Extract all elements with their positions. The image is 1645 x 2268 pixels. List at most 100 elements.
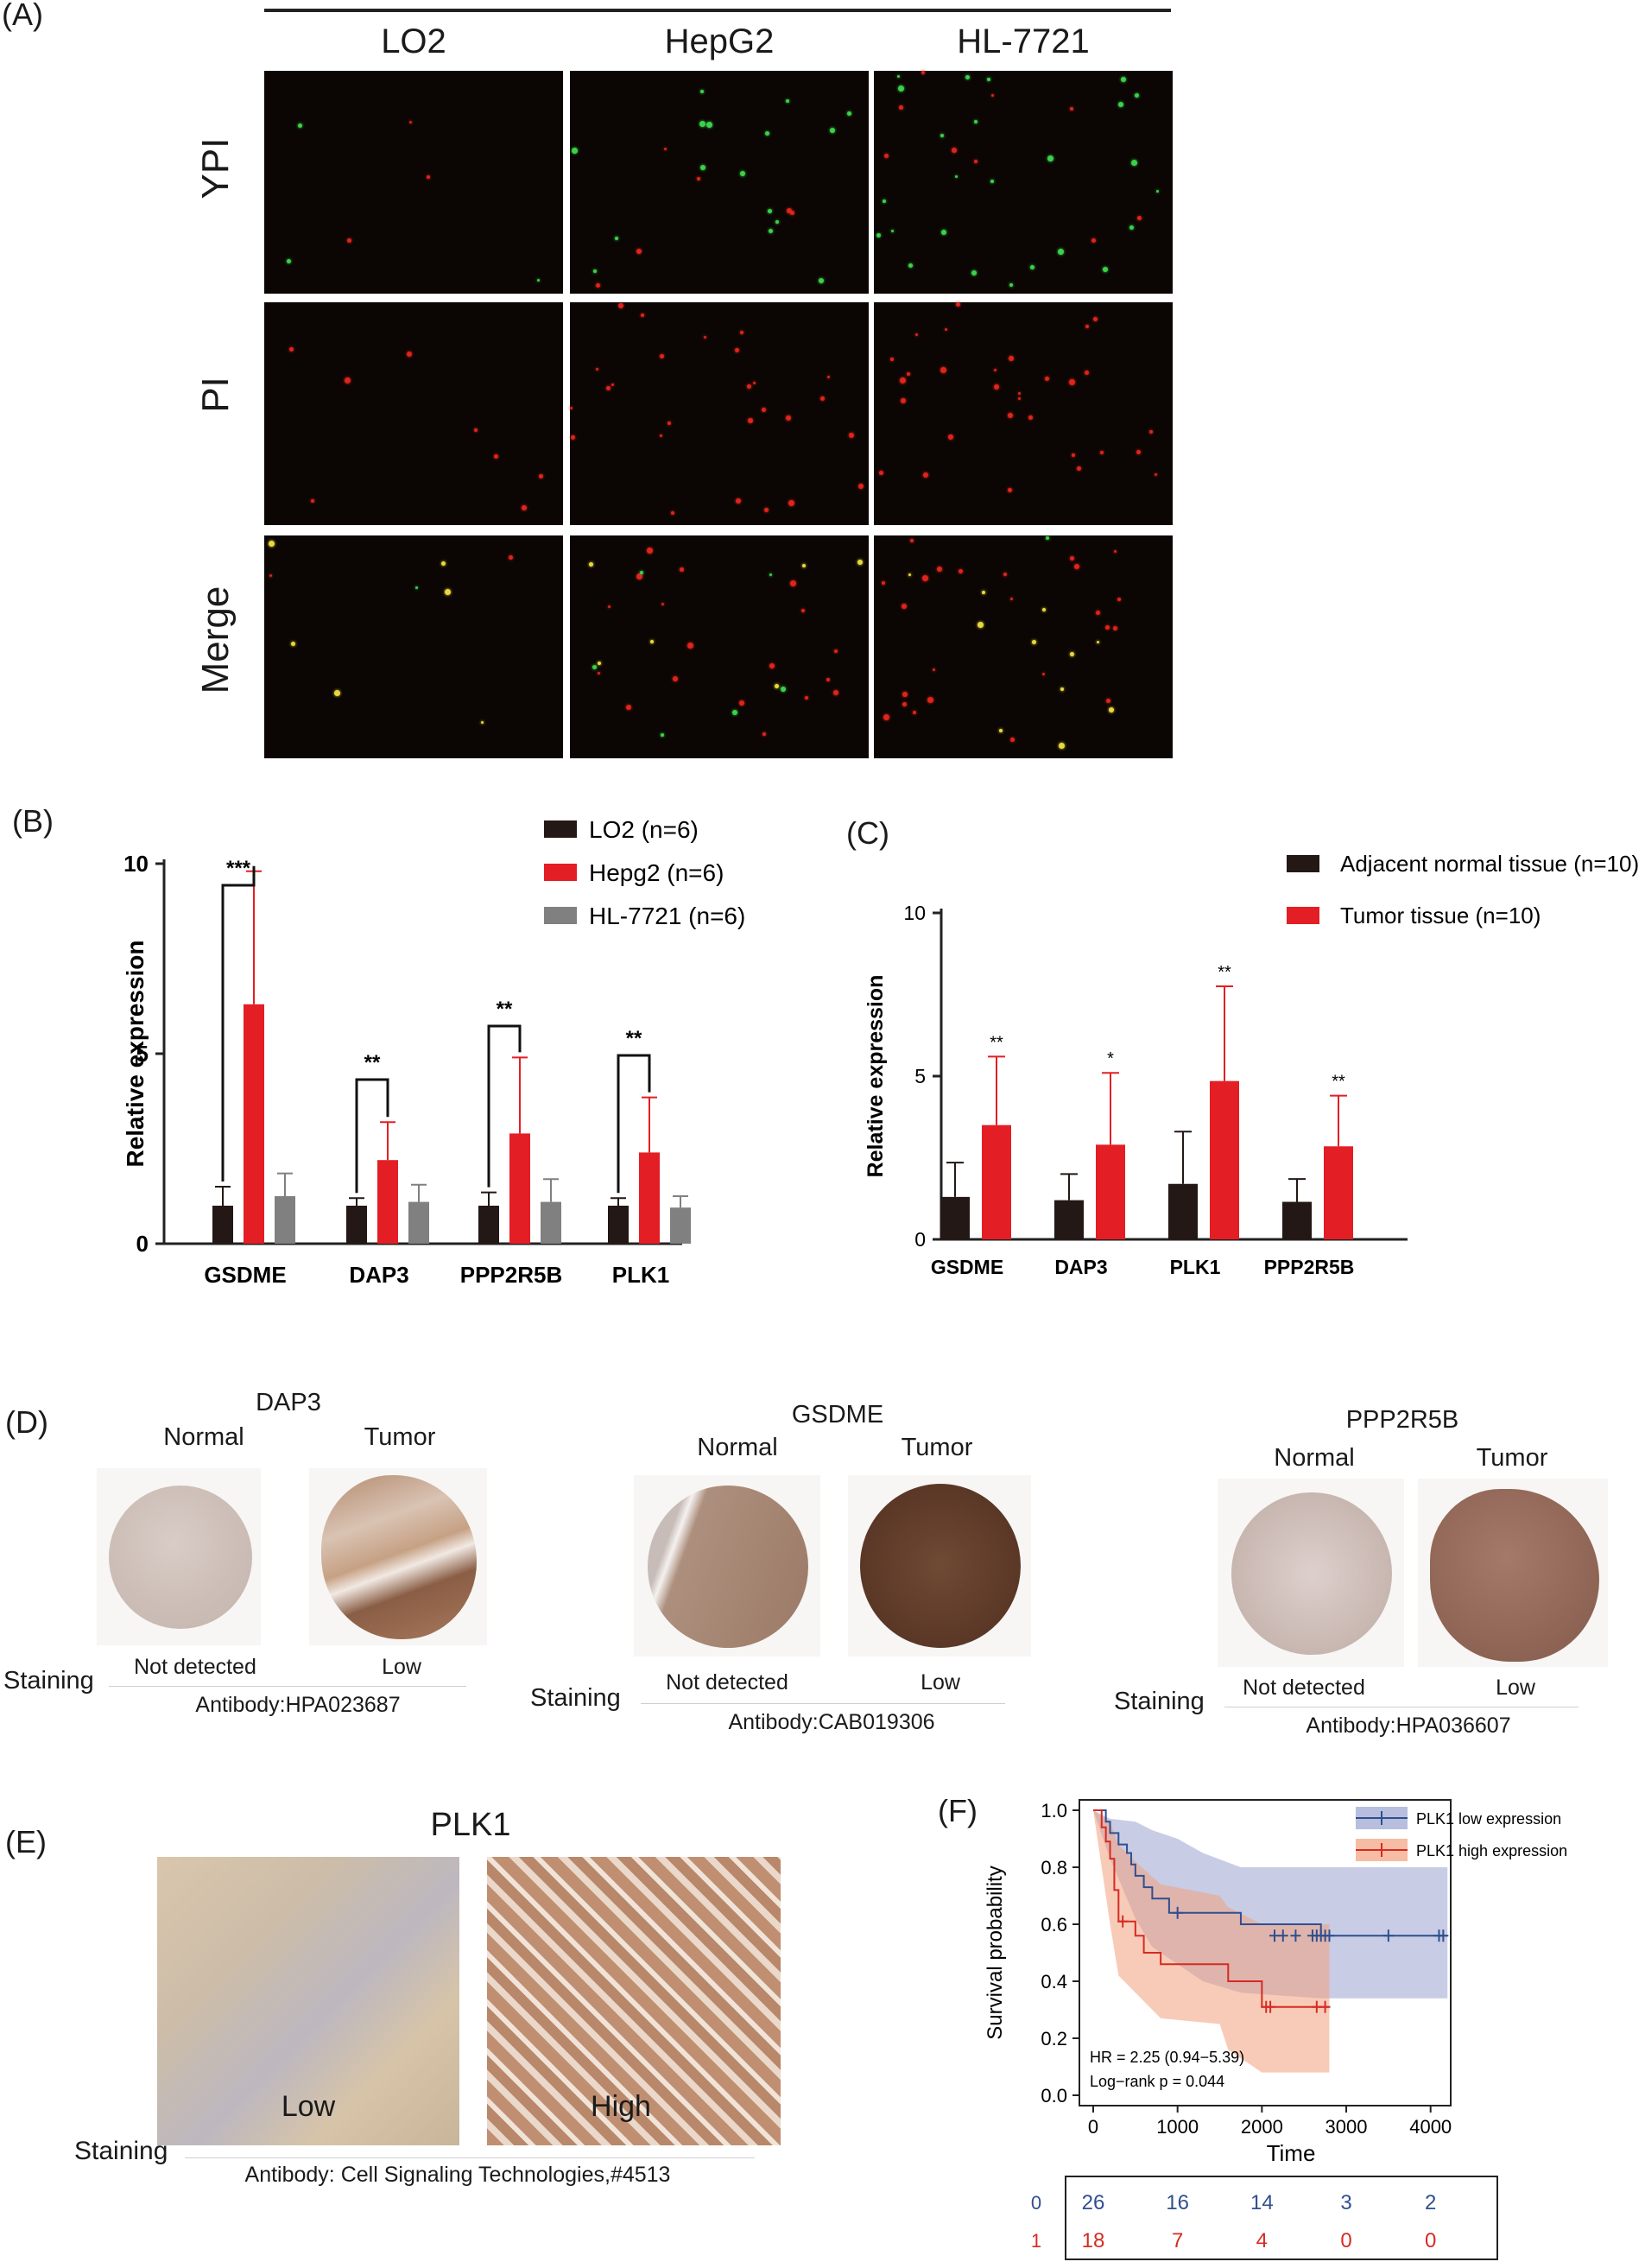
cell-dot <box>982 591 985 594</box>
significance-label: ** <box>497 998 513 1021</box>
ihc-level-ppp2r5b-normal: Not detected <box>1243 1676 1365 1700</box>
cell-dot <box>945 328 947 331</box>
cell-dot <box>941 230 946 235</box>
cell-dot <box>592 665 597 669</box>
cell-dot <box>1131 160 1137 166</box>
cell-dot <box>347 238 351 243</box>
cell-dot <box>901 398 906 403</box>
panel-e-title: PLK1 <box>430 1807 511 1843</box>
panel-label-b: (B) <box>12 803 54 839</box>
bar-gsdme-0 <box>940 1196 970 1239</box>
cell-dot <box>1046 536 1049 540</box>
ihc-tile-dap3-tumor <box>309 1468 487 1645</box>
significance-label: * <box>1107 1049 1114 1068</box>
cell-dot <box>999 729 1003 732</box>
panel-a-top-rule <box>264 9 1171 12</box>
bar-plk1-2 <box>670 1207 691 1244</box>
cell-dot <box>1096 611 1100 615</box>
x-axis-label: Time <box>1267 2140 1316 2166</box>
x-tick-label: 4000 <box>1409 2116 1452 2138</box>
cell-dot <box>1059 743 1065 749</box>
cell-dot <box>291 642 295 646</box>
cell-dot <box>827 376 830 378</box>
cell-dot <box>700 165 705 170</box>
cell-dot <box>1009 283 1013 287</box>
fluorescence-panel <box>264 71 563 294</box>
cell-dot <box>641 314 644 317</box>
plot-frame <box>1079 1799 1452 2106</box>
bar-ppp2r5b-1 <box>509 1133 530 1244</box>
cell-dot <box>334 690 340 696</box>
ihc-normal-label-gsdme: Normal <box>697 1434 778 1461</box>
ihc-tile-dap3-normal <box>97 1468 261 1645</box>
cell-dot <box>650 640 654 643</box>
cell-dot <box>593 269 597 273</box>
bar-ppp2r5b-2 <box>541 1201 561 1244</box>
cell-dot <box>606 386 611 390</box>
legend-label: Adjacent normal tissue (n=10) <box>1340 851 1639 877</box>
cell-dot <box>1155 473 1157 476</box>
ihc-normal-label-ppp2r5b: Normal <box>1274 1444 1355 1472</box>
cell-dot <box>618 303 623 308</box>
x-tick-label: GSDME <box>204 1262 286 1288</box>
cell-dot <box>898 86 904 92</box>
tissue-core <box>1430 1489 1599 1662</box>
cell-dot <box>1137 216 1142 220</box>
x-tick-label: PPP2R5B <box>460 1262 563 1288</box>
ihc-antibody-ppp2r5b: Antibody:HPA036607 <box>1306 1714 1511 1738</box>
risk-count: 3 <box>1340 2191 1351 2214</box>
cell-dot <box>739 700 744 706</box>
cell-dot <box>826 678 830 681</box>
legend-swatch <box>544 907 577 924</box>
panel-label-a: (A) <box>2 0 43 32</box>
ihc-tumor-label-ppp2r5b: Tumor <box>1476 1444 1548 1472</box>
cell-dot <box>974 120 978 124</box>
y-tick-label: 10 <box>123 851 149 877</box>
cell-dot <box>664 148 667 150</box>
logrank-annotation: Log−rank p = 0.044 <box>1090 2073 1224 2090</box>
cell-dot <box>598 672 600 675</box>
significance-label: *** <box>226 857 251 880</box>
bar-ppp2r5b-0 <box>1282 1201 1312 1239</box>
fluorescence-panel <box>264 302 563 525</box>
plk1-rule <box>185 2157 755 2158</box>
cell-dot <box>802 564 806 567</box>
ihc-tile-gsdme-tumor <box>848 1475 1031 1657</box>
cell-dot <box>965 75 970 79</box>
x-tick-label: GSDME <box>931 1256 1003 1278</box>
bar-plk1-1 <box>639 1152 660 1244</box>
cell-dot <box>706 122 712 128</box>
ihc-level-dap3-tumor: Low <box>382 1655 421 1679</box>
y-axis-label: Survival probability <box>984 1866 1007 2039</box>
ihc-normal-label-dap3: Normal <box>163 1423 244 1451</box>
survival-line-1 <box>1093 1809 1330 2008</box>
x-tick-label: PLK1 <box>612 1262 669 1288</box>
fluorescence-panel <box>570 302 869 525</box>
cell-dot <box>948 434 953 440</box>
significance-label: ** <box>1332 1073 1345 1092</box>
cell-dot <box>902 692 908 697</box>
legend-swatch <box>544 864 577 881</box>
cell-dot <box>1042 673 1045 675</box>
fluorescence-panel <box>570 71 869 294</box>
y-tick-label: 5 <box>136 1041 149 1067</box>
cell-dot <box>940 134 944 137</box>
cell-dot <box>1109 707 1114 713</box>
fluorescence-panel <box>874 302 1173 525</box>
cell-dot <box>764 508 769 512</box>
cell-dot <box>1009 356 1014 361</box>
cell-dot <box>1045 377 1049 381</box>
cell-dot <box>786 415 791 421</box>
cell-dot <box>661 733 664 737</box>
cell-dot <box>790 211 794 215</box>
cell-dot <box>596 368 598 371</box>
cell-dot <box>805 696 808 700</box>
cell-dot <box>409 121 412 124</box>
cell-dot <box>680 567 684 572</box>
risk-row-label: 0 <box>1031 2192 1041 2214</box>
cell-dot <box>1028 415 1033 420</box>
cell-dot <box>933 668 935 671</box>
cell-dot <box>883 200 886 203</box>
cell-dot <box>589 562 593 567</box>
cell-dot <box>704 336 706 339</box>
